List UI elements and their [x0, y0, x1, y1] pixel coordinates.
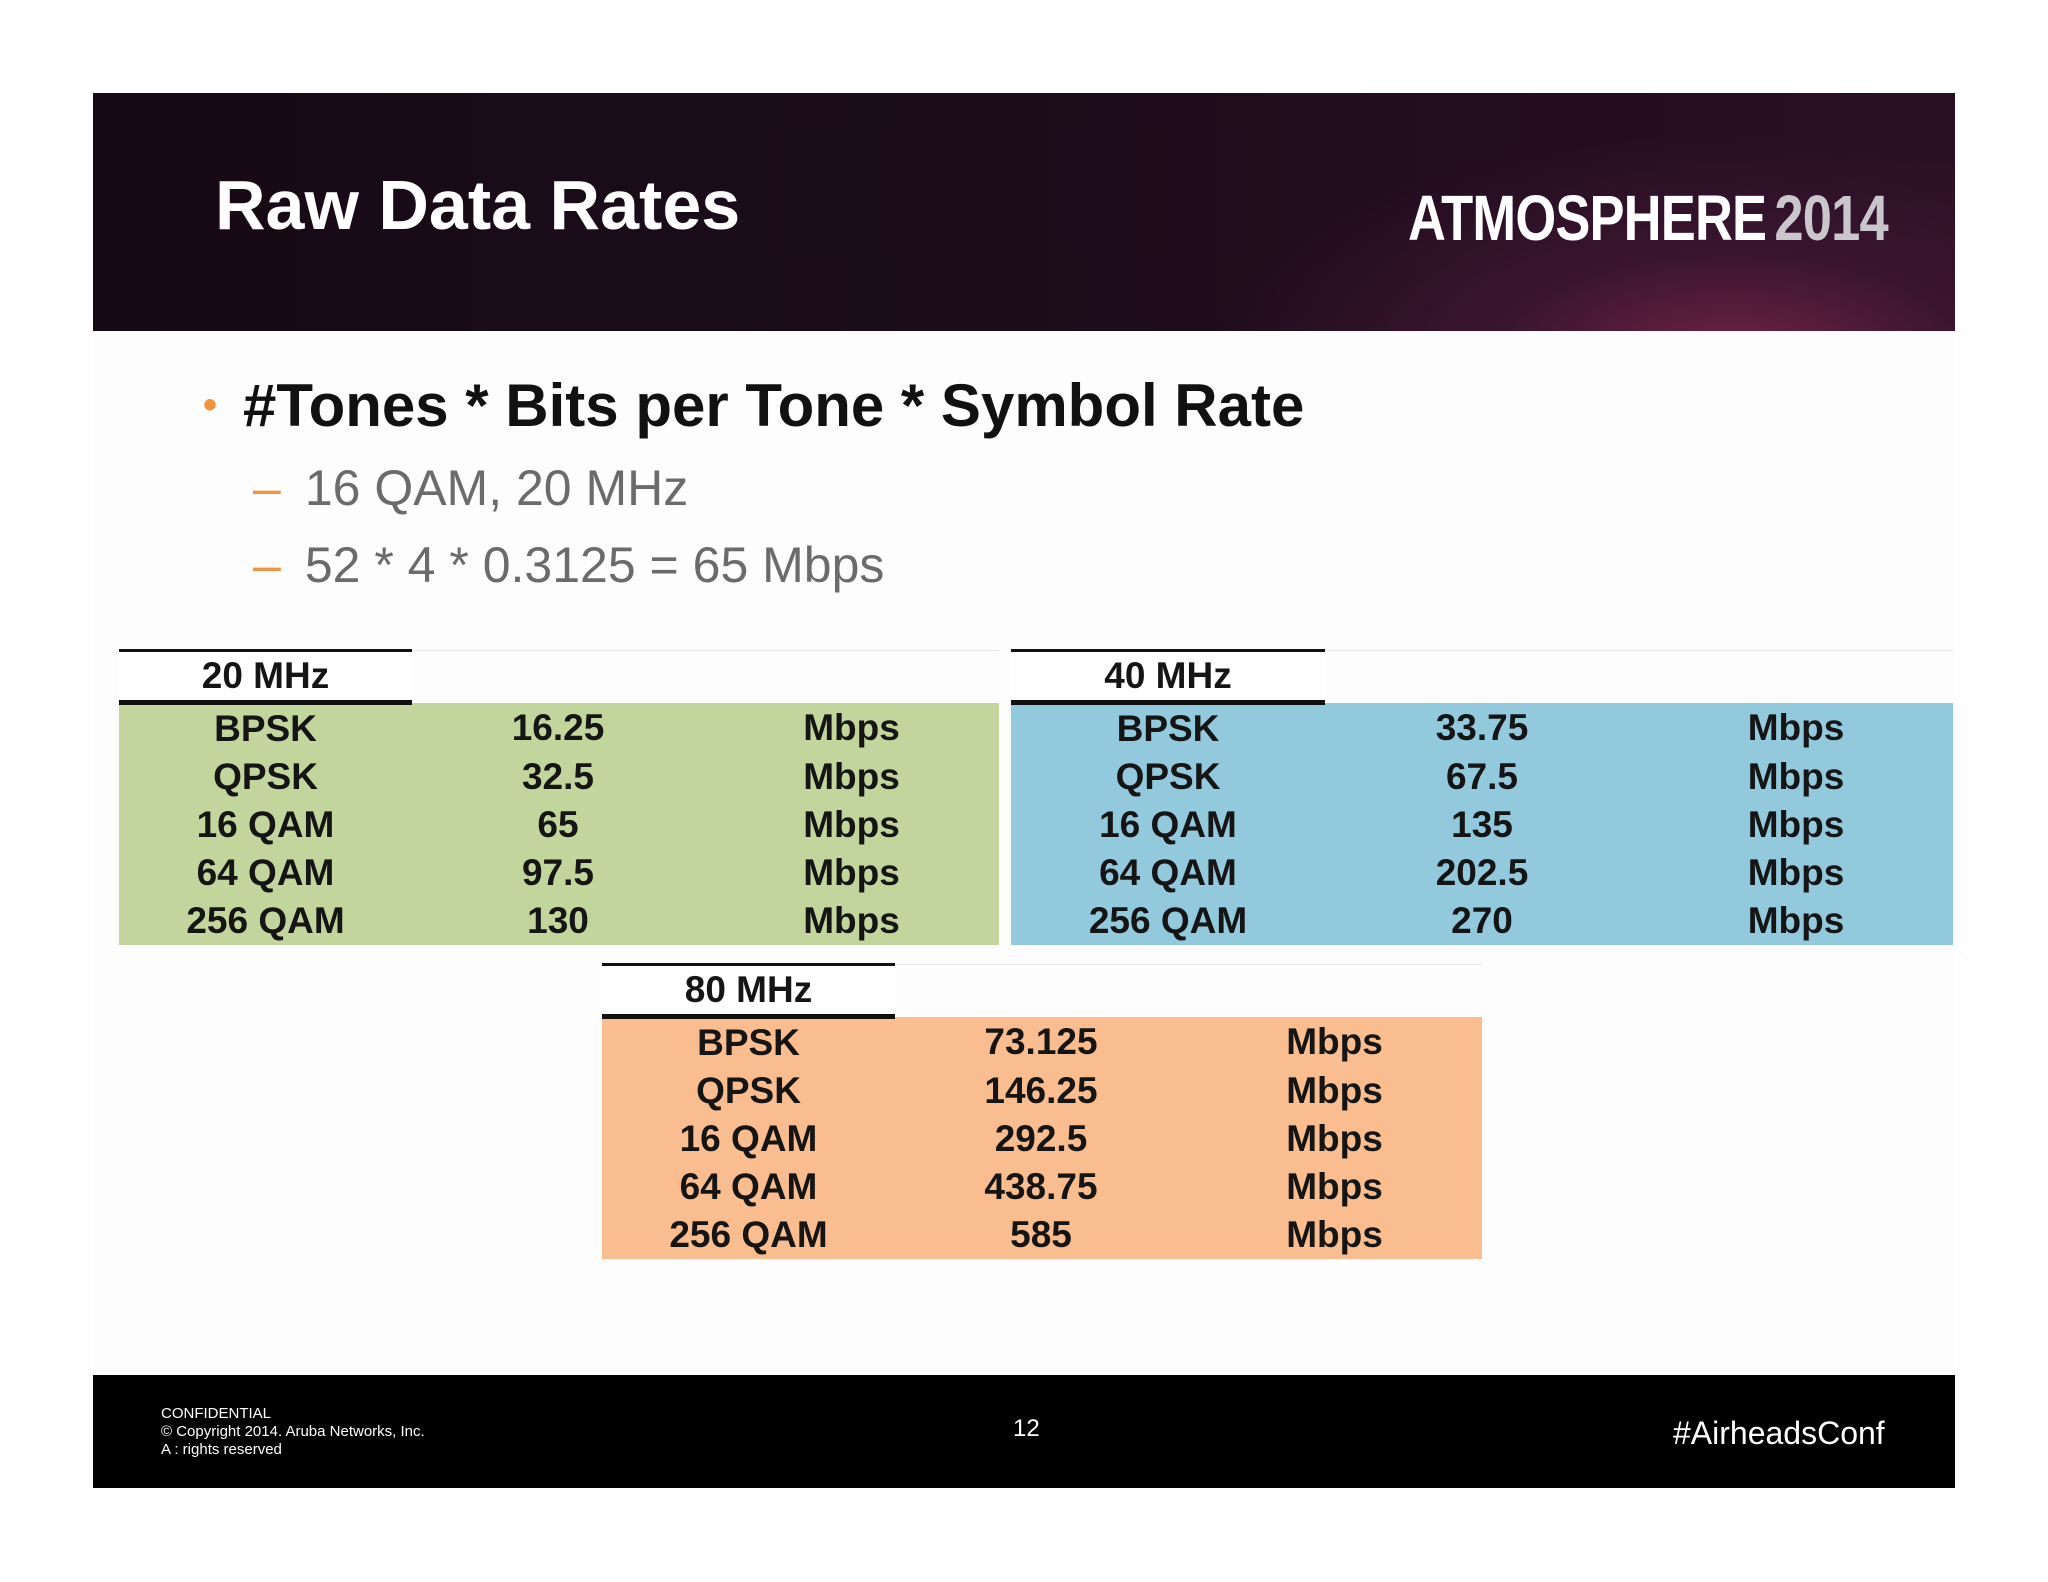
unit-cell: Mbps [704, 703, 999, 754]
rate-cell: 32.5 [412, 753, 704, 801]
dash-icon: – [253, 460, 281, 516]
unit-cell: Mbps [1639, 801, 1953, 849]
rate-cell: 135 [1325, 801, 1639, 849]
table-row: QPSK 32.5 Mbps [119, 753, 999, 801]
modulation-cell: 16 QAM [119, 801, 412, 849]
rate-cell: 270 [1325, 897, 1639, 945]
brand-logo: ATMOSPHERE 2014 [1408, 181, 1888, 255]
main-bullet-text: #Tones * Bits per Tone * Symbol Rate [243, 372, 1304, 439]
modulation-cell: 64 QAM [119, 849, 412, 897]
unit-cell: Mbps [1639, 703, 1953, 754]
rate-cell: 130 [412, 897, 704, 945]
unit-cell: Mbps [1639, 753, 1953, 801]
modulation-cell: 256 QAM [602, 1211, 895, 1259]
rights-text: A : rights reserved [161, 1441, 425, 1459]
rate-table-40mhz: 40 MHz BPSK 33.75 Mbps QPSK 67.5 Mbps 16 QAM… [1011, 649, 1953, 945]
hashtag: #AirheadsConf [1673, 1415, 1885, 1452]
confidential-notice: CONFIDENTIAL © Copyright 2014. Aruba Net… [161, 1405, 425, 1459]
table-header-row: 20 MHz [119, 651, 999, 703]
table-row: BPSK 33.75 Mbps [1011, 703, 1953, 754]
rate-cell: 202.5 [1325, 849, 1639, 897]
table-row: 16 QAM 292.5 Mbps [602, 1115, 1482, 1163]
table-row: 256 QAM 270 Mbps [1011, 897, 1953, 945]
table-row: 64 QAM 202.5 Mbps [1011, 849, 1953, 897]
sub-bullet-text: 52 * 4 * 0.3125 = 65 Mbps [305, 537, 885, 593]
table-label: 20 MHz [119, 651, 412, 703]
page-number: 12 [1013, 1415, 1040, 1443]
confidential-label: CONFIDENTIAL [161, 1405, 425, 1423]
brand-name: ATMOSPHERE [1408, 182, 1766, 254]
unit-cell: Mbps [1187, 1211, 1482, 1259]
unit-cell: Mbps [1187, 1163, 1482, 1211]
rate-cell: 33.75 [1325, 703, 1639, 754]
table-row: 16 QAM 65 Mbps [119, 801, 999, 849]
table-row: BPSK 73.125 Mbps [602, 1017, 1482, 1068]
modulation-cell: 64 QAM [1011, 849, 1325, 897]
unit-cell: Mbps [704, 849, 999, 897]
table-row: 256 QAM 130 Mbps [119, 897, 999, 945]
rate-cell: 585 [895, 1211, 1187, 1259]
slide: Raw Data Rates ATMOSPHERE 2014 • #Tones * … [93, 93, 1955, 1488]
rate-cell: 438.75 [895, 1163, 1187, 1211]
modulation-cell: BPSK [602, 1017, 895, 1068]
dash-icon: – [253, 537, 281, 593]
rate-table-20mhz: 20 MHz BPSK 16.25 Mbps QPSK 32.5 Mbps 16 QAM… [119, 649, 999, 945]
table-label: 40 MHz [1011, 651, 1325, 703]
sub-bullet-text: 16 QAM, 20 MHz [305, 460, 688, 516]
rate-cell: 16.25 [412, 703, 704, 754]
modulation-cell: QPSK [1011, 753, 1325, 801]
modulation-cell: 64 QAM [602, 1163, 895, 1211]
rate-cell: 73.125 [895, 1017, 1187, 1068]
table-label: 80 MHz [602, 965, 895, 1017]
modulation-cell: QPSK [119, 753, 412, 801]
unit-cell: Mbps [1639, 897, 1953, 945]
table-header-row: 40 MHz [1011, 651, 1953, 703]
table-header-row: 80 MHz [602, 965, 1482, 1017]
sub-bullet-1: –16 QAM, 20 MHz [253, 459, 688, 517]
table-row: 16 QAM 135 Mbps [1011, 801, 1953, 849]
table-row: QPSK 146.25 Mbps [602, 1067, 1482, 1115]
copyright-text: © Copyright 2014. Aruba Networks, Inc. [161, 1423, 425, 1441]
unit-cell: Mbps [704, 753, 999, 801]
sub-bullet-2: –52 * 4 * 0.3125 = 65 Mbps [253, 536, 884, 594]
rate-cell: 67.5 [1325, 753, 1639, 801]
modulation-cell: 16 QAM [602, 1115, 895, 1163]
modulation-cell: 256 QAM [119, 897, 412, 945]
table-row: BPSK 16.25 Mbps [119, 703, 999, 754]
table-row: QPSK 67.5 Mbps [1011, 753, 1953, 801]
rate-cell: 146.25 [895, 1067, 1187, 1115]
unit-cell: Mbps [1639, 849, 1953, 897]
modulation-cell: BPSK [119, 703, 412, 754]
modulation-cell: QPSK [602, 1067, 895, 1115]
bullet-dot-icon: • [203, 383, 217, 427]
main-bullet: • #Tones * Bits per Tone * Symbol Rate [203, 371, 1304, 440]
rate-table-80mhz: 80 MHz BPSK 73.125 Mbps QPSK 146.25 Mbps 16 … [602, 963, 1482, 1259]
table-row: 64 QAM 438.75 Mbps [602, 1163, 1482, 1211]
slide-footer: CONFIDENTIAL © Copyright 2014. Aruba Net… [93, 1375, 1955, 1488]
table-row: 64 QAM 97.5 Mbps [119, 849, 999, 897]
table-row: 256 QAM 585 Mbps [602, 1211, 1482, 1259]
slide-title: Raw Data Rates [215, 165, 740, 245]
unit-cell: Mbps [704, 801, 999, 849]
brand-year: 2014 [1774, 182, 1887, 254]
unit-cell: Mbps [1187, 1017, 1482, 1068]
modulation-cell: 256 QAM [1011, 897, 1325, 945]
modulation-cell: BPSK [1011, 703, 1325, 754]
rate-cell: 97.5 [412, 849, 704, 897]
unit-cell: Mbps [704, 897, 999, 945]
modulation-cell: 16 QAM [1011, 801, 1325, 849]
unit-cell: Mbps [1187, 1115, 1482, 1163]
unit-cell: Mbps [1187, 1067, 1482, 1115]
slide-header: Raw Data Rates ATMOSPHERE 2014 [93, 93, 1955, 331]
rate-cell: 292.5 [895, 1115, 1187, 1163]
rate-cell: 65 [412, 801, 704, 849]
